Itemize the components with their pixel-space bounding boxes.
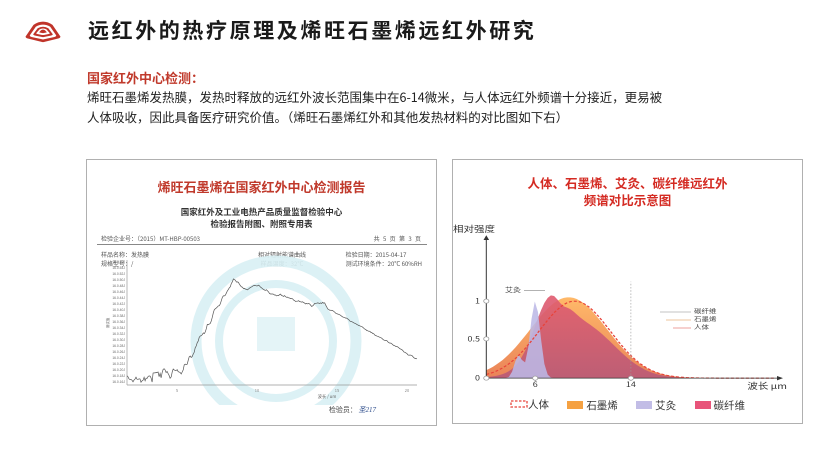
svg-text:16.0.50J: 16.0.50J [112,278,125,282]
svg-text:16.0.16J: 16.0.16J [112,380,125,384]
svg-text:16.0.36J: 16.0.36J [112,320,125,324]
svg-text:16.0.26J: 16.0.26J [112,350,125,354]
svg-text:波长 / um: 波长 / um [318,393,337,400]
svg-text:5: 5 [176,388,178,394]
svg-text:16.0.54J: 16.0.54J [112,266,125,270]
svg-text:16.0.48J: 16.0.48J [112,284,125,288]
svg-text:相对强度: 相对强度 [453,222,496,234]
svg-text:16.0.56J: 16.0.56J [112,260,125,264]
svg-text:16.0.44J: 16.0.44J [112,296,125,300]
svg-text:16.0.42J: 16.0.42J [112,302,125,306]
svg-text:16.0.22J: 16.0.22J [112,362,125,366]
svg-text:16.0.34J: 16.0.34J [112,326,125,330]
svg-text:0: 0 [475,373,481,383]
svg-text:艾灸: 艾灸 [505,286,521,295]
svg-text:1: 1 [475,297,480,307]
svg-text:16.0.52J: 16.0.52J [112,272,125,276]
svg-text:16.0.38J: 16.0.38J [112,314,125,318]
svg-text:16.0.40J: 16.0.40J [112,308,125,312]
svg-text:波长 μm: 波长 μm [747,379,787,391]
svg-text:16.0.46J: 16.0.46J [112,290,125,294]
svg-text:14: 14 [626,380,637,390]
svg-text:16.0.28J: 16.0.28J [112,344,125,348]
svg-text:10: 10 [255,388,260,394]
svg-text:16.0.30J: 16.0.30J [112,338,125,342]
svg-text:16.0.32J: 16.0.32J [112,332,125,336]
svg-text:20: 20 [405,388,410,394]
svg-text:6: 6 [533,380,539,390]
svg-text:人体: 人体 [694,323,709,332]
svg-text:0.5: 0.5 [468,334,481,344]
svg-text:16.0.18J: 16.0.18J [112,374,125,378]
svg-text:16.0.24J: 16.0.24J [112,356,125,360]
svg-text:16.0.20J: 16.0.20J [112,368,125,372]
svg-text:测试值: 测试值 [105,317,111,328]
